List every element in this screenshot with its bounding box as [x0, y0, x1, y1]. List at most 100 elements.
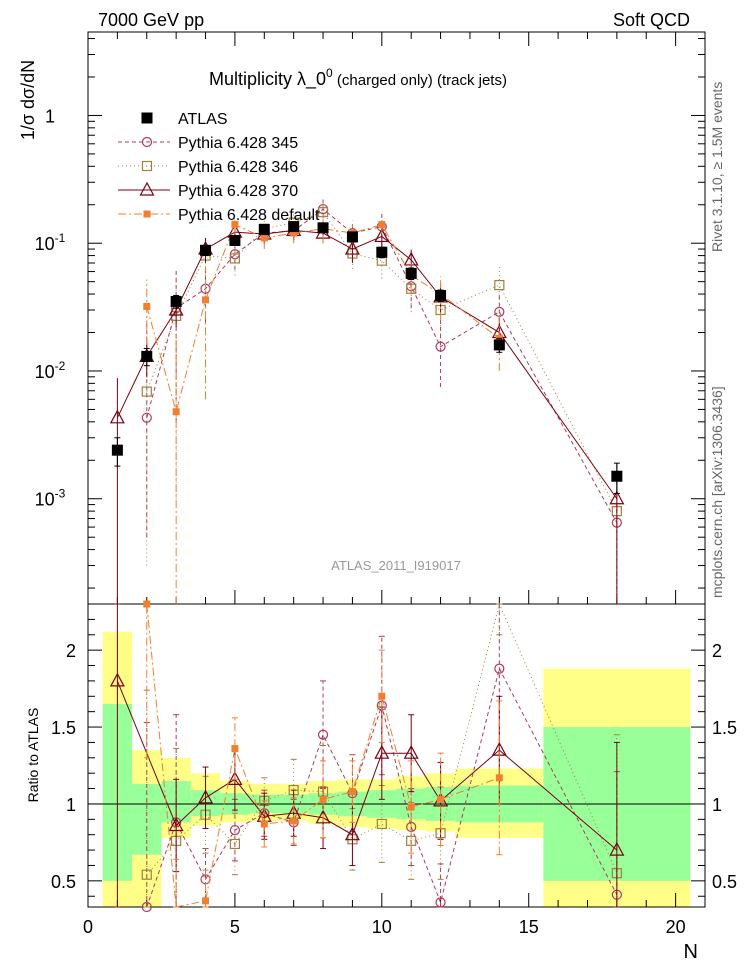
x-tick-label: 5	[230, 917, 240, 937]
ratio-ytick-label: 2	[66, 641, 76, 661]
ratio-point	[348, 788, 356, 796]
ratio-point	[229, 838, 241, 850]
ratio-point	[494, 663, 505, 674]
ratio-point	[407, 803, 415, 811]
ratio-series-pdefault	[143, 600, 503, 908]
data-point	[290, 229, 298, 237]
legend-label: Pythia 6.428 default	[178, 207, 320, 224]
data-point	[406, 283, 417, 294]
legend-entry: ATLAS	[141, 111, 228, 128]
data-point	[168, 301, 184, 316]
data-point	[317, 222, 329, 234]
data-point	[141, 386, 152, 397]
ratio-point	[202, 897, 210, 905]
data-point	[229, 235, 241, 247]
ratio-point	[315, 809, 331, 824]
data-point	[435, 289, 447, 301]
legend-entry: Pythia 6.428 370	[118, 181, 298, 200]
data-point	[344, 240, 360, 255]
legend: ATLAS Pythia 6.428 345 Pythia 6.428 346 Pyt…	[118, 111, 320, 224]
ratio-ylabel: Ratio to ATLAS	[25, 708, 41, 803]
ratio-point	[495, 774, 503, 782]
data-point	[258, 224, 270, 236]
main-ytick-label: 1	[45, 106, 55, 126]
chart-title: Multiplicity λ_00 (charged only) (track …	[209, 66, 507, 90]
data-point	[376, 246, 388, 258]
ratio-point	[198, 789, 214, 804]
data-point	[378, 221, 386, 229]
data-point	[170, 295, 182, 307]
series-pdefault	[143, 217, 503, 604]
data-point	[611, 470, 623, 482]
ratio-point	[290, 817, 298, 825]
ratio-frame	[87, 603, 706, 908]
ratio-point	[227, 771, 243, 785]
main-ytick-label: 10-1	[35, 231, 66, 254]
ratio-point	[437, 795, 445, 803]
legend-label: ATLAS	[178, 111, 228, 128]
title-main: Multiplicity λ_0	[209, 69, 326, 90]
legend-marker	[141, 112, 153, 124]
ratio-point	[319, 795, 327, 803]
ratio-point	[260, 820, 268, 828]
title-superscript: 0	[326, 66, 333, 80]
ratio-panel-series	[109, 600, 625, 913]
ratio-line	[146, 667, 618, 908]
ratio-ytick-label-right: 2	[712, 641, 722, 661]
title-suffix: (charged only) (track jets)	[333, 72, 507, 89]
ratio-point	[378, 692, 386, 700]
ratio-ytick-label-right: 0.5	[712, 872, 737, 892]
data-point	[346, 231, 358, 243]
data-point	[202, 296, 210, 304]
ratio-point	[344, 826, 360, 841]
data-point	[288, 221, 300, 233]
ratio-point	[435, 897, 446, 908]
ratio-point	[109, 672, 125, 687]
ratio-point	[374, 744, 390, 759]
main-ytick-label: 10-2	[35, 359, 66, 382]
mcplots-label: mcplots.cern.ch [arXiv:1306.3436]	[709, 386, 725, 598]
data-point	[109, 409, 125, 424]
legend-entry: Pythia 6.428 default	[118, 207, 320, 224]
data-point	[435, 341, 446, 352]
data-point	[609, 490, 625, 505]
data-point	[143, 302, 151, 310]
ratio-point	[376, 818, 387, 830]
series-data	[111, 221, 623, 494]
data-point	[317, 207, 329, 218]
legend-marker	[141, 160, 153, 172]
data-point	[260, 234, 268, 242]
ratio-point	[141, 869, 152, 880]
ratio-point	[609, 841, 625, 856]
series-p346	[141, 200, 622, 604]
main-panel-series	[109, 198, 625, 604]
series-line	[116, 229, 618, 500]
main-panel-axes: 10-3 10-2 10-1 1	[35, 31, 706, 605]
ratio-line	[146, 603, 500, 908]
legend-entry: Pythia 6.428 345	[118, 135, 298, 152]
x-tick-label: 10	[372, 917, 392, 937]
x-tick-label: 0	[83, 917, 93, 937]
ratio-uncertainty-bands	[102, 631, 691, 907]
data-point	[200, 244, 212, 256]
data-point	[231, 221, 239, 229]
ratio-ytick-label: 0.5	[51, 872, 76, 892]
legend-label: Pythia 6.428 370	[178, 183, 298, 200]
legend-label: Pythia 6.428 345	[178, 135, 298, 152]
header-right: Soft QCD	[613, 10, 690, 30]
data-point	[111, 444, 123, 456]
data-point	[172, 408, 180, 416]
ratio-point	[231, 745, 239, 753]
data-point	[374, 228, 390, 243]
header-left: 7000 GeV pp	[98, 10, 204, 30]
ratio-ytick-label: 1	[66, 795, 76, 815]
ratio-point	[143, 600, 151, 608]
rivet-label: Rivet 3.1.10, ≥ 1.5M events	[709, 82, 725, 252]
legend-marker	[139, 181, 155, 196]
x-tick-label: 20	[666, 917, 686, 937]
data-point	[405, 267, 417, 279]
data-point	[493, 339, 505, 351]
data-point	[141, 350, 153, 362]
analysis-watermark: ATLAS_2011_I919017	[331, 558, 461, 573]
ratio-point	[317, 729, 329, 740]
